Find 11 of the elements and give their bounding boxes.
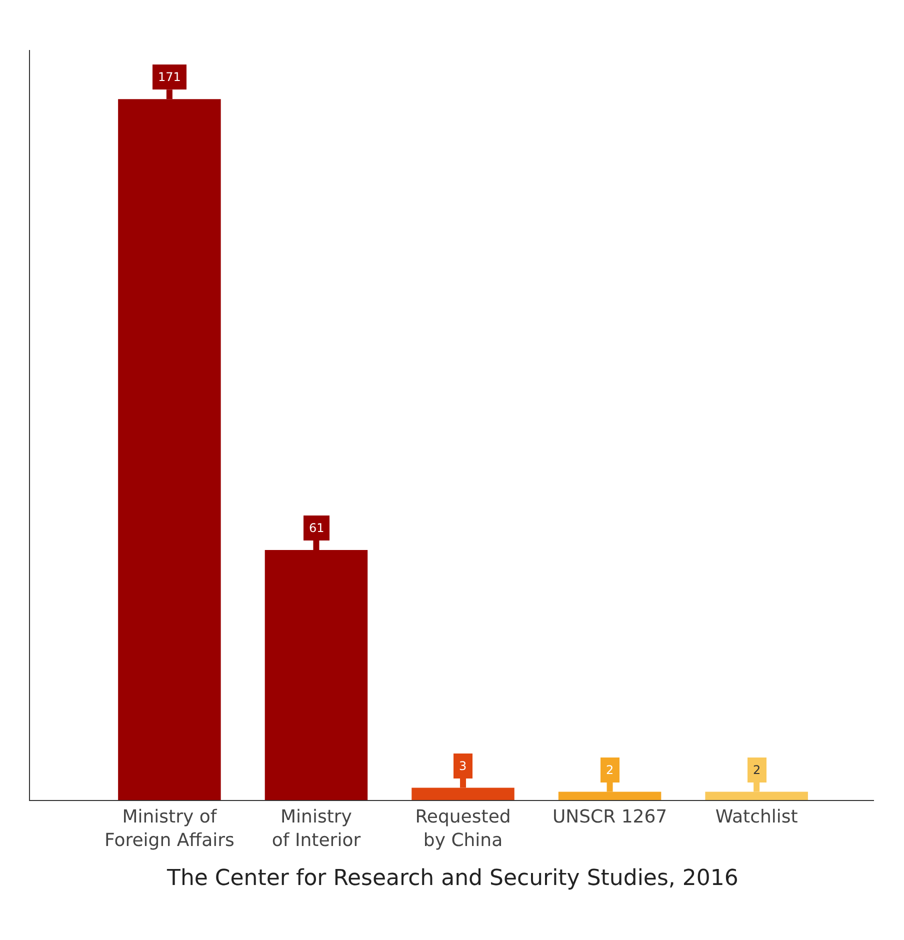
data-label: 171 <box>158 70 181 84</box>
x-tick-label: UNSCR 1267 <box>552 806 668 828</box>
x-tick-label: Ministry of Interior <box>272 806 362 851</box>
x-tick-label: Ministry of Foreign Affairs <box>104 806 234 851</box>
x-tick-label: Watchlist <box>715 806 798 828</box>
data-label: 2 <box>606 763 614 777</box>
x-tick-label: Requested by China <box>415 806 511 851</box>
text: The Center for Research and Security Studies, 2016 <box>166 866 738 891</box>
data-label: 61 <box>309 521 324 535</box>
data-label: 3 <box>459 759 467 773</box>
data-label: 2 <box>753 763 761 777</box>
